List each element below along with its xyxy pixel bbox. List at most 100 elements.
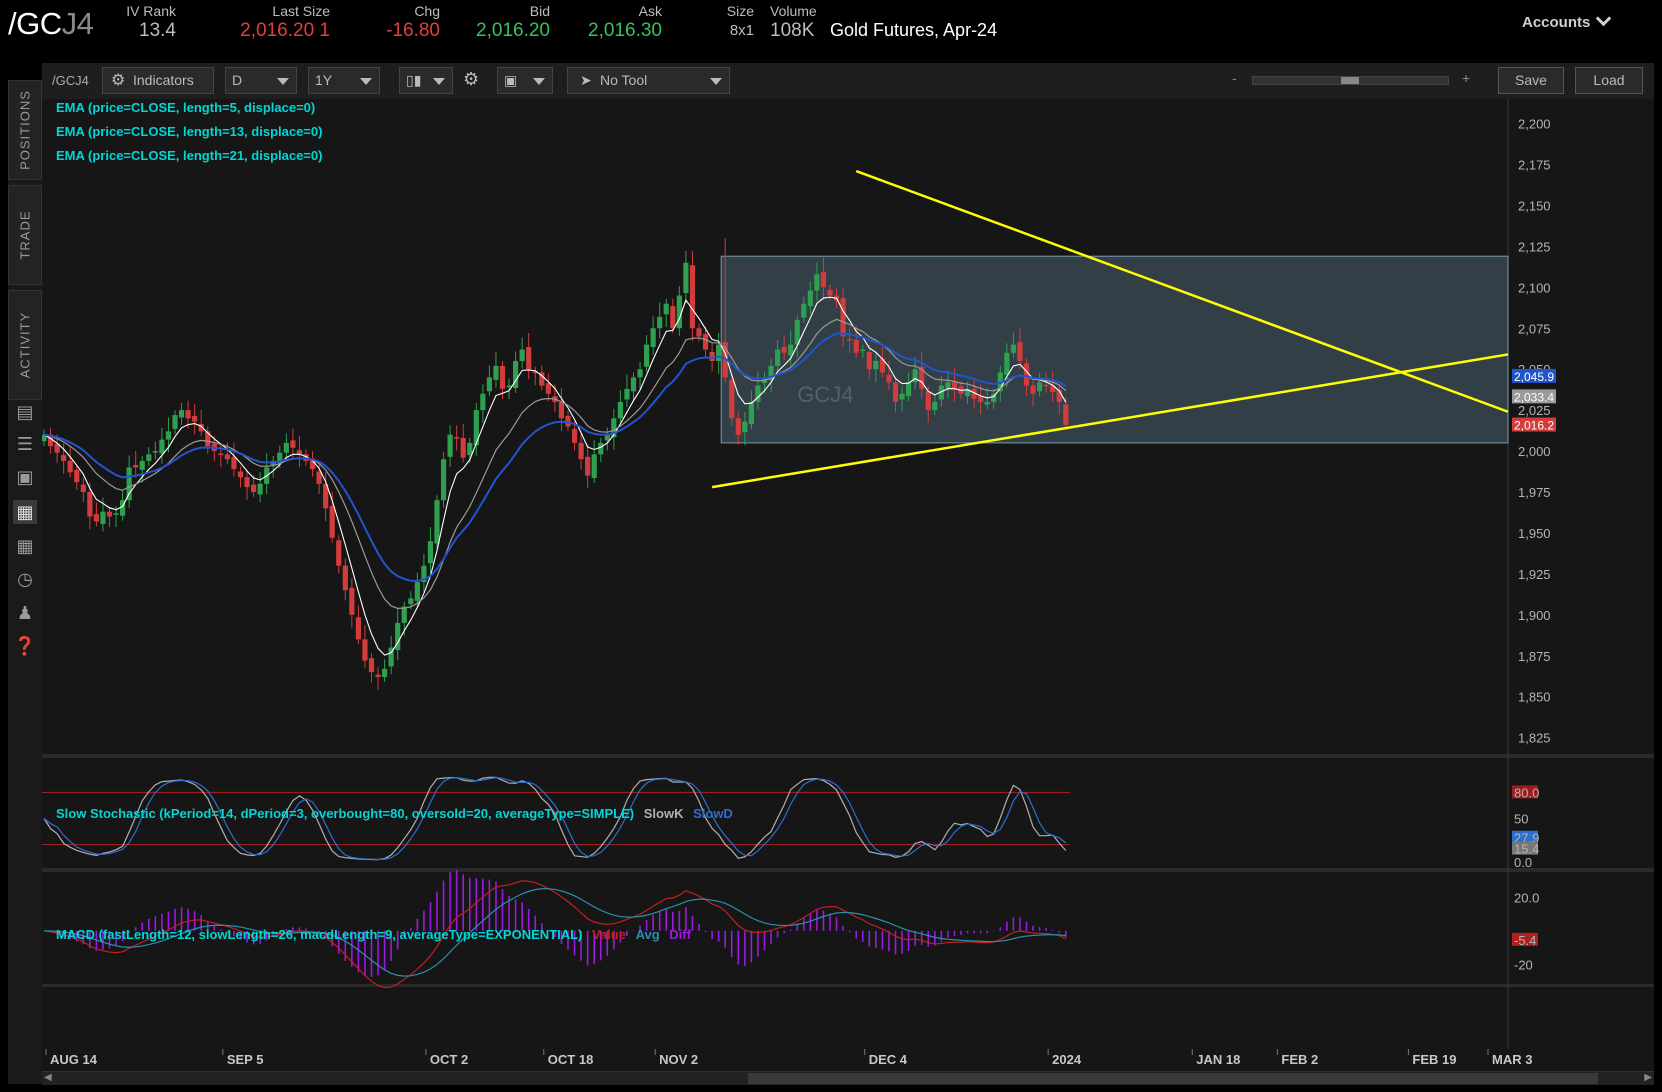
accounts-menu[interactable]: Accounts	[1522, 10, 1612, 31]
zoom-in-button[interactable]: +	[1462, 70, 1471, 86]
candle-up	[938, 385, 944, 400]
macd-diff-legend: Diff	[669, 927, 691, 942]
candle-down	[545, 383, 551, 394]
tab-trade[interactable]: TRADE	[8, 185, 42, 285]
candle-down	[1043, 384, 1049, 387]
candle-down	[198, 424, 204, 432]
macd-label[interactable]: MACD (fastLength=12, slowLength=26, macd…	[56, 927, 691, 942]
candle-up	[440, 459, 447, 501]
load-button[interactable]: Load	[1575, 67, 1643, 94]
price-tag-box	[1512, 368, 1556, 383]
chart-type-select[interactable]: ▯▮	[399, 67, 453, 94]
indicators-button[interactable]: ⚙ Indicators	[102, 67, 214, 94]
candle-down	[296, 450, 303, 455]
candle-down	[886, 374, 892, 383]
candle-up	[945, 382, 951, 389]
chart-area[interactable]: GCJ4 2,2002,1752,1502,1252,1002,0752,050…	[42, 99, 1654, 1085]
history-icon[interactable]: ◷	[17, 569, 33, 589]
macd-tick-label: -20	[1514, 957, 1533, 972]
candle-up	[1010, 344, 1016, 353]
candle-down	[1030, 385, 1036, 394]
candle-down	[133, 464, 139, 468]
zoom-slider-handle[interactable]	[1341, 77, 1359, 84]
chart-icon[interactable]: ▦	[13, 500, 37, 524]
candle-up	[984, 401, 990, 405]
tv-icon[interactable]: ▣	[16, 467, 34, 487]
last-size-value: 1	[319, 20, 330, 41]
candle-down	[87, 492, 93, 517]
candle-up	[408, 598, 414, 605]
candle-up	[964, 388, 971, 397]
gear-icon: ⚙	[111, 72, 126, 89]
candle-up	[277, 452, 283, 464]
zoom-out-button[interactable]: -	[1232, 70, 1237, 86]
zoom-slider[interactable]	[1252, 76, 1449, 85]
candle-down	[709, 351, 715, 361]
scroll-left-icon[interactable]: ◀	[44, 1072, 52, 1083]
news-icon[interactable]: ▤	[16, 402, 34, 422]
candle-up	[906, 382, 912, 397]
symbol-title[interactable]: /GCJ4	[8, 6, 94, 41]
stochastic-label[interactable]: Slow Stochastic (kPeriod=14, dPeriod=3, …	[56, 806, 733, 821]
candle-up	[467, 442, 473, 456]
candle-down	[827, 289, 833, 296]
price-tick-label: 2,075	[1518, 321, 1551, 336]
settings-gear-icon[interactable]: ⚙	[463, 69, 480, 89]
stoch-tick-label: 50	[1514, 812, 1528, 827]
date-tick-label: JAN 18	[1196, 1052, 1240, 1067]
list-icon[interactable]: ☰	[16, 434, 34, 454]
descending-trendline	[855, 169, 1509, 413]
size: Size 8x1	[718, 4, 754, 44]
scroll-right-icon[interactable]: ▶	[1644, 1072, 1652, 1083]
last-size: Last Size 2,016.20 1	[240, 3, 330, 41]
grid-icon[interactable]: ▦	[16, 536, 34, 556]
price-chart-svg[interactable]: GCJ4 2,2002,1752,1502,1252,1002,0752,050…	[42, 99, 1654, 1084]
candle-down	[532, 371, 538, 374]
timeframe-select[interactable]: 1Y	[308, 67, 380, 94]
price-tag-box	[1512, 389, 1556, 404]
candle-up	[644, 344, 650, 367]
candle-down	[185, 410, 191, 419]
candle-up	[807, 290, 813, 307]
candle-up	[663, 303, 669, 315]
price-tag-label: 2,033.4	[1514, 390, 1554, 404]
drawing-tool-select[interactable]: ➤ No Tool	[567, 67, 730, 94]
tab-positions[interactable]: POSITIONS	[8, 80, 42, 180]
ema13-label[interactable]: EMA (price=CLOSE, length=13, displace=0)	[56, 124, 323, 139]
toolbar-symbol: /GCJ4	[52, 73, 89, 88]
tab-activity[interactable]: ACTIVITY	[8, 290, 42, 400]
candle-up	[794, 320, 800, 345]
candle-up	[801, 303, 807, 318]
bid: Bid 2,016.20	[470, 4, 550, 44]
ema5-label[interactable]: EMA (price=CLOSE, length=5, displace=0)	[56, 100, 316, 115]
macd-avg-line	[43, 888, 1066, 977]
stoch-tag-box	[1512, 830, 1538, 844]
ascending-trendline	[711, 353, 1509, 489]
candle-down	[218, 453, 224, 456]
candle-down	[558, 401, 565, 419]
scrollbar-thumb[interactable]	[748, 1073, 1598, 1084]
candle-up	[414, 582, 420, 601]
candle-up	[591, 454, 597, 479]
people-icon[interactable]: ♟	[16, 603, 34, 623]
candle-up	[493, 365, 499, 380]
cursor-icon: ➤	[580, 72, 592, 88]
horizontal-scrollbar[interactable]: ◀ ▶	[42, 1071, 1654, 1085]
ema21-label[interactable]: EMA (price=CLOSE, length=21, displace=0)	[56, 148, 323, 163]
candle-down	[978, 396, 984, 402]
candle-down	[578, 442, 584, 460]
date-axis: AUG 14 SEP 5 OCT 2 OCT 18 NOV 2 DEC 4 2024 JAN …	[42, 1049, 1654, 1071]
candle-up	[165, 431, 172, 440]
chevron-down-icon	[1596, 10, 1612, 27]
candle-up	[1004, 352, 1010, 375]
panel-separator	[42, 868, 1654, 872]
candle-down	[735, 418, 741, 435]
help-icon[interactable]: ❓	[13, 636, 37, 656]
candle-down	[1050, 385, 1056, 393]
price-axis: 2,2002,1752,1502,1252,1002,0752,0502,025…	[1512, 117, 1556, 746]
save-button[interactable]: Save	[1498, 67, 1564, 94]
candle-down	[866, 351, 872, 370]
aggregation-select[interactable]: D	[225, 67, 297, 94]
style-select[interactable]: ▣	[497, 67, 553, 94]
